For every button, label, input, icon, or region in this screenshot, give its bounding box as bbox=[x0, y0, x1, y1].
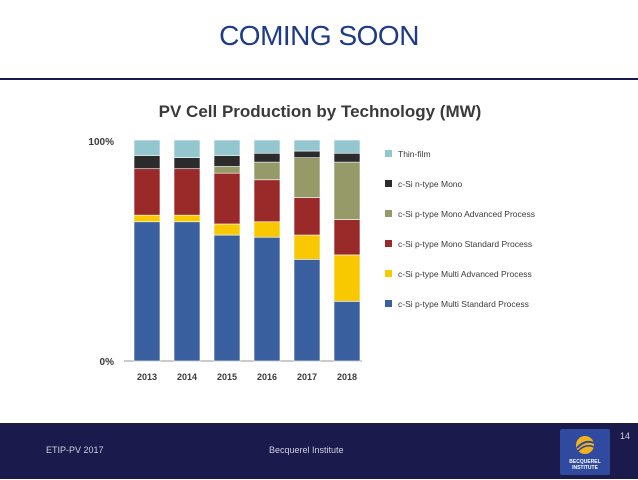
logo-swoosh-2 bbox=[577, 444, 595, 452]
bar-segment-2013-series-0 bbox=[133, 221, 161, 362]
bar-segment-2018-series-0 bbox=[333, 301, 361, 362]
bar-segment-2014-series-4 bbox=[173, 157, 201, 170]
bar-segment-2018-series-3 bbox=[333, 161, 361, 220]
becquerel-logo: BECQUEREL INSTITUTE bbox=[560, 429, 610, 475]
x-tick-label-2017: 2017 bbox=[297, 372, 317, 382]
stacked-bar-chart: PV Cell Production by Technology (MW) 10… bbox=[72, 90, 568, 390]
y-tick-label-top: 100% bbox=[88, 137, 114, 148]
bar-segment-2018-series-1 bbox=[333, 254, 361, 302]
bar-segment-2013-series-5 bbox=[133, 139, 161, 156]
x-tick-label-2015: 2015 bbox=[217, 372, 237, 382]
y-tick-label-bottom: 0% bbox=[100, 357, 115, 368]
chart-title: PV Cell Production by Technology (MW) bbox=[159, 102, 482, 121]
bar-segment-2016-series-1 bbox=[253, 221, 281, 238]
bar-segment-2015-series-4 bbox=[213, 155, 241, 167]
bar-segment-2015-series-3 bbox=[213, 166, 241, 174]
bar-segment-2014-series-5 bbox=[173, 139, 201, 158]
bar-segment-2015-series-5 bbox=[213, 139, 241, 156]
footer-event-label: ETIP-PV 2017 bbox=[46, 445, 104, 455]
bar-segment-2013-series-4 bbox=[133, 155, 161, 170]
logo-text-line-1: BECQUEREL bbox=[569, 459, 601, 465]
bar-segment-2017-series-1 bbox=[293, 234, 321, 260]
bar-segment-2014-series-2 bbox=[173, 168, 201, 216]
logo-sun-icon bbox=[560, 429, 610, 475]
bar-segment-2016-series-5 bbox=[253, 139, 281, 154]
legend-swatch-0 bbox=[385, 150, 392, 157]
x-tick-labels: 2013 2014 2015 2016 2017 2018 bbox=[137, 372, 357, 382]
legend-label-3: c-Si p-type Mono Standard Process bbox=[398, 239, 532, 249]
footer-bar: ETIP-PV 2017 Becquerel Institute BECQUER… bbox=[0, 423, 638, 479]
bar-segment-2018-series-5 bbox=[333, 139, 361, 154]
bar-segment-2017-series-0 bbox=[293, 259, 321, 362]
bar-segment-2015-series-0 bbox=[213, 234, 241, 362]
page-number: 14 bbox=[619, 431, 630, 441]
x-tick-label-2013: 2013 bbox=[137, 372, 157, 382]
bar-segment-2017-series-3 bbox=[293, 157, 321, 198]
bar-segment-2018-series-4 bbox=[333, 152, 361, 163]
bar-segment-2017-series-5 bbox=[293, 139, 321, 152]
bar-segment-2016-series-4 bbox=[253, 152, 281, 163]
legend-swatch-2 bbox=[385, 210, 392, 217]
bar-segment-2013-series-1 bbox=[133, 214, 161, 223]
bar-segment-2016-series-2 bbox=[253, 179, 281, 223]
bar-segment-2013-series-2 bbox=[133, 168, 161, 216]
legend-label-5: c-Si p-type Multi Standard Process bbox=[398, 299, 529, 309]
bar-segment-2016-series-3 bbox=[253, 161, 281, 181]
legend: Thin-film c-Si n-type Mono c-Si p-type Mon… bbox=[385, 149, 535, 309]
x-tick-label-2018: 2018 bbox=[337, 372, 357, 382]
bar-segment-2016-series-0 bbox=[253, 236, 281, 362]
legend-label-4: c-Si p-type Multi Advanced Process bbox=[398, 269, 532, 279]
x-tick-label-2016: 2016 bbox=[257, 372, 277, 382]
logo-swoosh-1 bbox=[576, 440, 595, 449]
footer-organization: Becquerel Institute bbox=[269, 445, 344, 455]
x-tick-label-2014: 2014 bbox=[177, 372, 197, 382]
logo-text-line-2: INSTITUTE bbox=[572, 465, 598, 471]
legend-swatch-4 bbox=[385, 270, 392, 277]
bar-segment-2015-series-2 bbox=[213, 172, 241, 225]
title-divider bbox=[0, 78, 638, 80]
bar-segment-2014-series-1 bbox=[173, 214, 201, 223]
legend-swatch-3 bbox=[385, 240, 392, 247]
bar-segment-2017-series-2 bbox=[293, 197, 321, 236]
legend-label-1: c-Si n-type Mono bbox=[398, 179, 463, 189]
bars-group bbox=[133, 139, 361, 362]
legend-label-0: Thin-film bbox=[398, 149, 431, 159]
legend-swatch-5 bbox=[385, 300, 392, 307]
bar-segment-2014-series-0 bbox=[173, 221, 201, 362]
legend-label-2: c-Si p-type Mono Advanced Process bbox=[398, 209, 535, 219]
bar-segment-2015-series-1 bbox=[213, 223, 241, 236]
bar-segment-2018-series-2 bbox=[333, 219, 361, 256]
slide-title: COMING SOON bbox=[219, 20, 419, 51]
bar-segment-2017-series-4 bbox=[293, 150, 321, 158]
legend-swatch-1 bbox=[385, 180, 392, 187]
chart-image: PV Cell Production by Technology (MW) 10… bbox=[72, 90, 568, 390]
